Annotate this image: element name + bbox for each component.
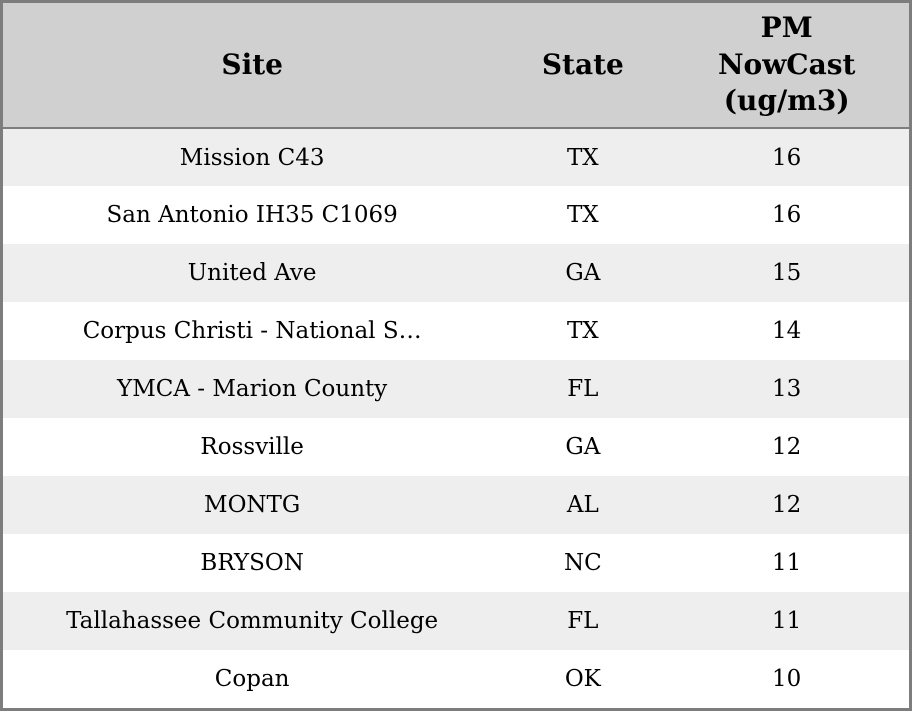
table-row: YMCA - Marion County FL 13 (3, 360, 909, 418)
table-header: Site State PM NowCast (ug/m3) (3, 3, 909, 129)
table-cell-pm: 11 (772, 550, 802, 576)
table-cell-state: TX (566, 318, 599, 344)
table-cell-pm: 16 (772, 144, 802, 171)
table-cell-pm: 15 (772, 260, 802, 286)
table-row: Tallahassee Community College FL 11 (3, 592, 909, 650)
table-row: Mission C43 TX 16 (3, 128, 909, 186)
table-row: Rossville GA 12 (3, 418, 909, 476)
table-cell-site: United Ave (187, 260, 317, 286)
table-cell-site: San Antonio IH35 C1069 (106, 202, 398, 228)
column-header-pm-nowcast[interactable]: PM NowCast (ug/m3) (664, 3, 909, 129)
table-cell-pm: 11 (772, 608, 802, 634)
table-cell-pm: 10 (772, 666, 802, 692)
table-body: Mission C43 TX 16 San Antonio IH35 C1069 TX 1… (3, 128, 909, 708)
table-cell-state: GA (565, 260, 601, 286)
table-cell-site: BRYSON (200, 550, 304, 576)
table-cell-state: FL (567, 608, 599, 634)
column-header-state-label: State (541, 47, 624, 81)
column-header-site[interactable]: Site (3, 3, 502, 129)
table-row: Copan OK 10 (3, 650, 909, 708)
table-cell-state: AL (566, 492, 599, 518)
table-row: Corpus Christi - National S… TX 14 (3, 302, 909, 360)
table-cell-pm: 13 (772, 376, 802, 402)
table-cell-pm: 12 (772, 492, 802, 518)
table-cell-site: YMCA - Marion County (117, 376, 388, 402)
table-cell-state: GA (565, 434, 601, 460)
table-cell-state: TX (566, 144, 599, 171)
table-cell-site: Copan (214, 666, 290, 692)
table-cell-site: Corpus Christi - National S… (82, 318, 422, 344)
table-cell-site: Rossville (200, 434, 304, 460)
table-header-row: Site State PM NowCast (ug/m3) (3, 3, 909, 129)
table-cell-state: TX (566, 202, 599, 228)
table-row: United Ave GA 15 (3, 244, 909, 302)
table-cell-pm: 16 (772, 202, 802, 228)
table-cell-state: OK (564, 666, 601, 692)
table-row: San Antonio IH35 C1069 TX 16 (3, 186, 909, 244)
table-cell-site: MONTG (204, 492, 301, 518)
table-cell-pm: 14 (772, 318, 802, 344)
table-cell-pm: 12 (772, 434, 802, 460)
table-cell-state: NC (563, 550, 602, 576)
table-row: BRYSON NC 11 (3, 534, 909, 592)
column-header-site-label: Site (221, 47, 283, 81)
pm-nowcast-table: Site State PM NowCast (ug/m3) Mission C4… (3, 3, 909, 708)
table-cell-site: Mission C43 (179, 144, 325, 171)
table-row: MONTG AL 12 (3, 476, 909, 534)
table-cell-state: FL (567, 376, 599, 402)
column-header-state[interactable]: State (501, 3, 665, 129)
column-header-pm-nowcast-label: PM NowCast (ug/m3) (717, 10, 856, 118)
table-cell-site: Tallahassee Community College (66, 608, 439, 634)
